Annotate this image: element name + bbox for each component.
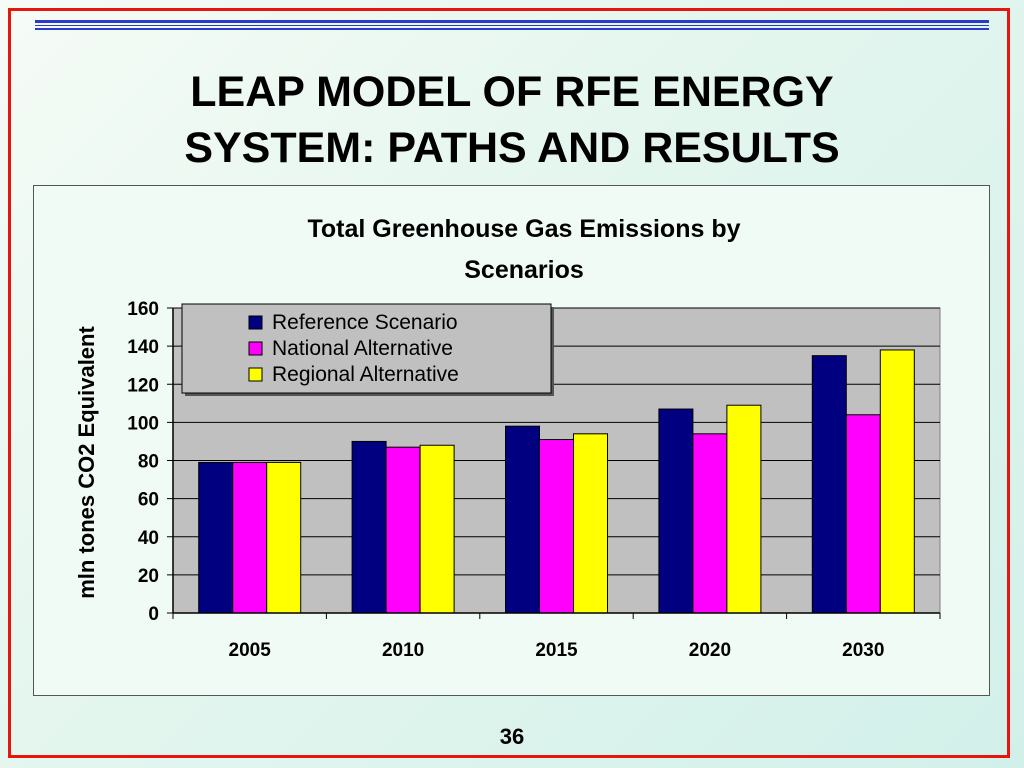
page-number: 36 [499,724,525,749]
legend-label: Reference Scenario [272,311,458,334]
header-rule-middle [35,25,989,26]
x-tick-labels: 2005 2010 2015 2020 2030 [229,640,885,661]
y-tick-label: 160 [127,299,159,320]
bar-regional-alternative-2030 [879,349,915,614]
x-tick-label: 2020 [689,640,731,661]
header-rule-bottom [35,28,989,30]
bars [198,349,915,614]
legend-swatch [248,367,263,382]
bar-national-alternative-2015 [539,439,574,614]
y-tick-label: 140 [127,337,159,358]
legend: Reference Scenario National Alternative Re… [181,303,554,396]
y-tick-label: 100 [127,413,159,434]
bar-reference-scenario-2015 [505,425,540,614]
bar-national-alternative-2010 [385,446,421,614]
slide-title-line-1: LEAP MODEL OF RFE ENERGY [190,68,834,116]
slide-title-line-2: SYSTEM: PATHS AND RESULTS [184,124,840,172]
y-tick-label: 20 [138,566,159,587]
y-axis-label: mln tones CO2 Equivalent [74,326,99,599]
y-tick-label: 120 [127,375,159,396]
legend-swatch [248,341,263,356]
x-tick-label: 2010 [382,640,424,661]
bar-national-alternative-2005 [232,461,268,614]
bar-regional-alternative-2010 [419,444,455,614]
x-tick-label: 2005 [229,640,272,661]
y-tick-label: 40 [138,528,159,549]
chart-title-line-2: Scenarios [464,256,584,284]
bar-regional-alternative-2005 [266,461,302,614]
y-tick-label: 80 [138,452,159,473]
x-tick-label: 2030 [842,640,884,661]
y-tick-label: 60 [138,490,159,511]
y-tick-label: 0 [148,604,159,625]
bar-reference-scenario-2020 [658,408,694,614]
legend-label: National Alternative [272,337,453,360]
bar-chart: Total Greenhouse Gas Emissions by Scenar… [74,215,941,661]
y-tick-labels: 0 20 40 60 80 100 120 140 160 [127,299,159,625]
bar-reference-scenario-2005 [198,461,234,614]
legend-label: Regional Alternative [272,363,459,386]
x-tick-label: 2015 [535,640,578,661]
bar-national-alternative-2020 [692,433,728,614]
legend-box [181,303,552,394]
bar-reference-scenario-2030 [811,355,847,614]
slide-title: LEAP MODEL OF RFE ENERGY SYSTEM: PATHS A… [0,64,1024,176]
bar-regional-alternative-2020 [726,404,762,614]
axes [172,308,941,619]
bar-reference-scenario-2010 [351,440,387,614]
bar-regional-alternative-2015 [573,433,608,614]
chart-container: Total Greenhouse Gas Emissions by Scenar… [33,185,990,696]
slide-border [8,8,1010,758]
chart-title-line-1: Total Greenhouse Gas Emissions by [308,215,741,243]
header-rule-top [35,20,989,23]
legend-swatch [248,315,263,330]
bar-national-alternative-2030 [845,414,881,614]
